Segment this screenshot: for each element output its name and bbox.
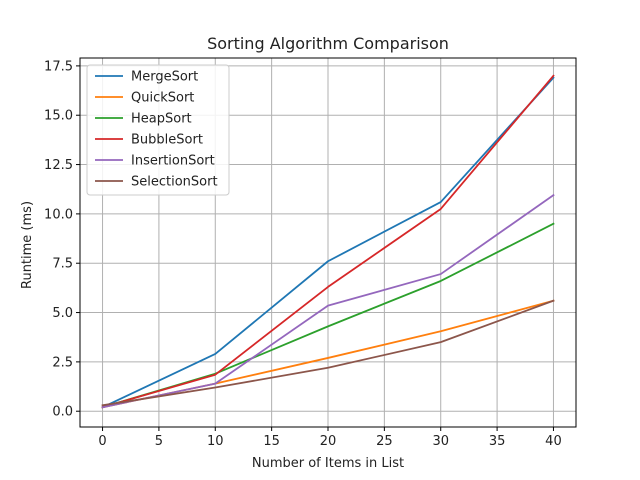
y-tick-label: 17.5 <box>44 59 73 74</box>
x-tick-label: 10 <box>207 434 224 449</box>
x-axis-label: Number of Items in List <box>252 456 404 471</box>
x-tick-label: 30 <box>432 434 449 449</box>
legend-entry: HeapSort <box>131 112 192 127</box>
series-line-mergesort <box>101 76 555 409</box>
series-lines <box>101 74 555 409</box>
y-tick-label: 10.0 <box>44 207 73 222</box>
x-tick-label: 20 <box>320 434 337 449</box>
axis-ticks: 0 5 10 15 20 25 30 35 40 0.0 2.5 5.0 7.5 10.0 12.5 15.0… <box>44 59 562 449</box>
legend-entry: MergeSort <box>131 70 198 85</box>
legend-entry: BubbleSort <box>131 133 203 148</box>
x-tick-label: 35 <box>489 434 506 449</box>
series-line-selectionsort <box>101 299 555 407</box>
y-axis-label: Runtime (ms) <box>20 201 35 289</box>
chart-title: Sorting Algorithm Comparison <box>207 34 449 53</box>
y-tick-label: 0.0 <box>52 405 73 420</box>
y-tick-label: 12.5 <box>44 158 73 173</box>
x-tick-label: 40 <box>545 434 562 449</box>
y-tick-label: 2.5 <box>52 355 73 370</box>
y-tick-label: 15.0 <box>44 109 73 124</box>
y-tick-label: 7.5 <box>52 257 73 272</box>
y-tick-label: 5.0 <box>52 306 73 321</box>
x-tick-label: 0 <box>98 434 106 449</box>
legend-entry: SelectionSort <box>131 175 218 190</box>
legend: MergeSort QuickSort HeapSort BubbleSort Inse… <box>86 64 230 196</box>
x-tick-label: 25 <box>376 434 393 449</box>
legend-entry: QuickSort <box>131 91 194 106</box>
legend-entry: InsertionSort <box>131 154 215 169</box>
x-tick-label: 5 <box>155 434 163 449</box>
x-tick-label: 15 <box>263 434 280 449</box>
series-line-bubblesort <box>101 74 555 409</box>
series-line-insertionsort <box>101 193 555 409</box>
